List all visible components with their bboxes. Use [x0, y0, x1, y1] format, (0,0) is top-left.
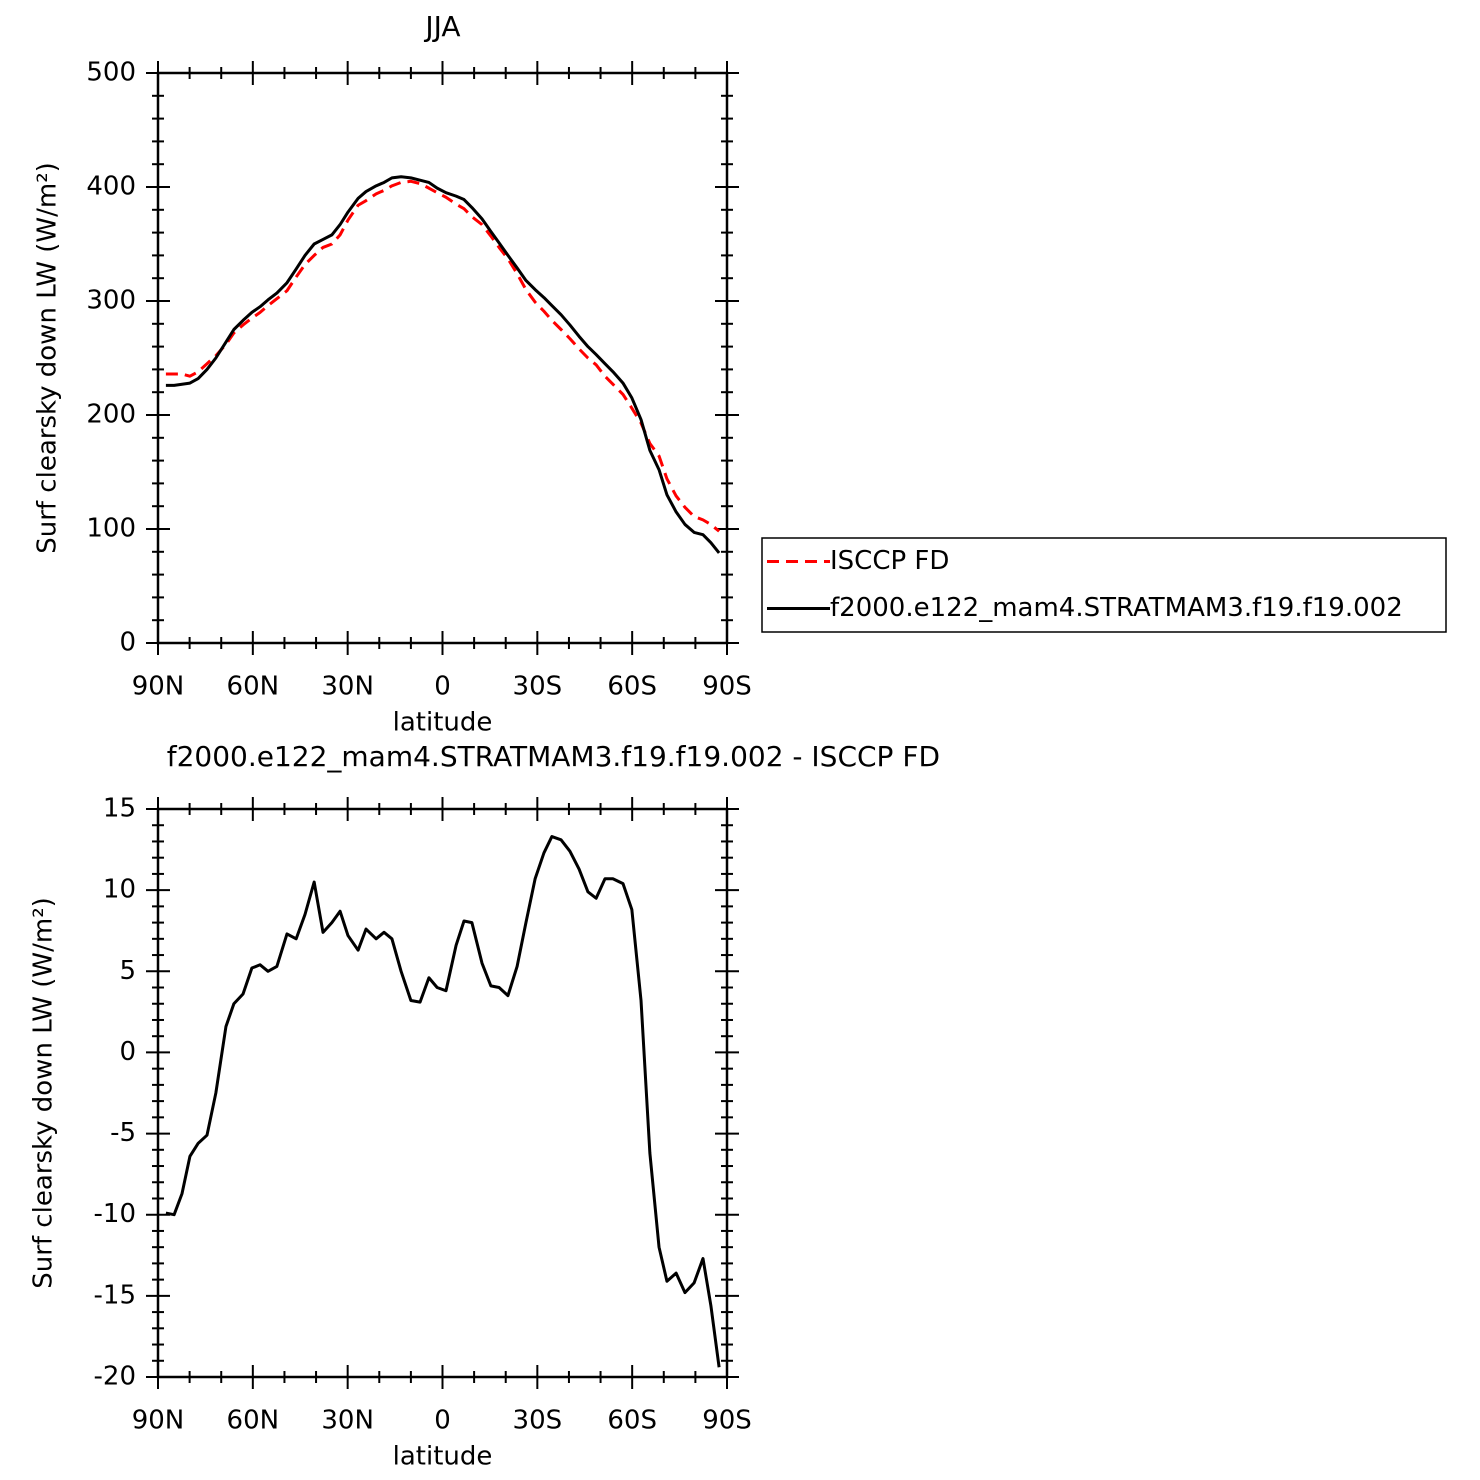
legend-label: f2000.e122_mam4.STRATMAM3.f19.f19.002 — [830, 593, 1403, 623]
x-tick-label: 30N — [321, 672, 374, 702]
y-tick-label: 100 — [86, 514, 136, 544]
data-line — [165, 179, 721, 533]
y-tick-label: -10 — [94, 1199, 136, 1229]
x-tick-label: 60N — [227, 1406, 280, 1436]
x-tick-label: 60S — [607, 1406, 657, 1436]
x-tick-label: 30S — [513, 672, 563, 702]
legend-label: ISCCP FD — [830, 546, 949, 576]
y-tick-label: -5 — [110, 1118, 136, 1148]
plot-frame — [156, 807, 729, 1379]
x-tick-label: 60S — [607, 672, 657, 702]
x-tick-label: 90N — [132, 1406, 185, 1436]
x-axis-label: latitude — [393, 1442, 493, 1472]
x-tick-label: 30S — [513, 1406, 563, 1436]
x-tick-label: 90N — [132, 672, 185, 702]
x-tick-label: 0 — [434, 672, 451, 702]
y-axis-label: Surf clearsky down LW (W/m²) — [33, 162, 63, 554]
y-tick-label: 300 — [86, 286, 136, 316]
y-axis-label: Surf clearsky down LW (W/m²) — [29, 897, 59, 1289]
y-tick-label: -20 — [94, 1362, 136, 1392]
chart-title: JJA — [423, 10, 460, 43]
y-tick-label: 200 — [86, 400, 136, 430]
plot-frame — [156, 71, 729, 645]
x-tick-label: 0 — [434, 1406, 451, 1436]
data-line — [165, 835, 721, 1368]
y-tick-label: 0 — [119, 1037, 136, 1067]
y-tick-label: -15 — [94, 1280, 136, 1310]
x-axis-label: latitude — [393, 708, 493, 738]
x-tick-label: 60N — [227, 672, 280, 702]
data-line — [165, 175, 721, 554]
y-tick-label: 5 — [119, 956, 136, 986]
y-tick-label: 400 — [86, 172, 136, 202]
y-tick-label: 10 — [103, 875, 136, 905]
chart-title: f2000.e122_mam4.STRATMAM3.f19.f19.002 - … — [167, 740, 940, 773]
legend-box — [761, 537, 1447, 633]
y-tick-label: 15 — [103, 794, 136, 824]
y-tick-label: 0 — [119, 628, 136, 658]
x-tick-label: 90S — [702, 1406, 752, 1436]
x-tick-label: 90S — [702, 672, 752, 702]
x-tick-label: 30N — [321, 1406, 374, 1436]
y-tick-label: 500 — [86, 58, 136, 88]
